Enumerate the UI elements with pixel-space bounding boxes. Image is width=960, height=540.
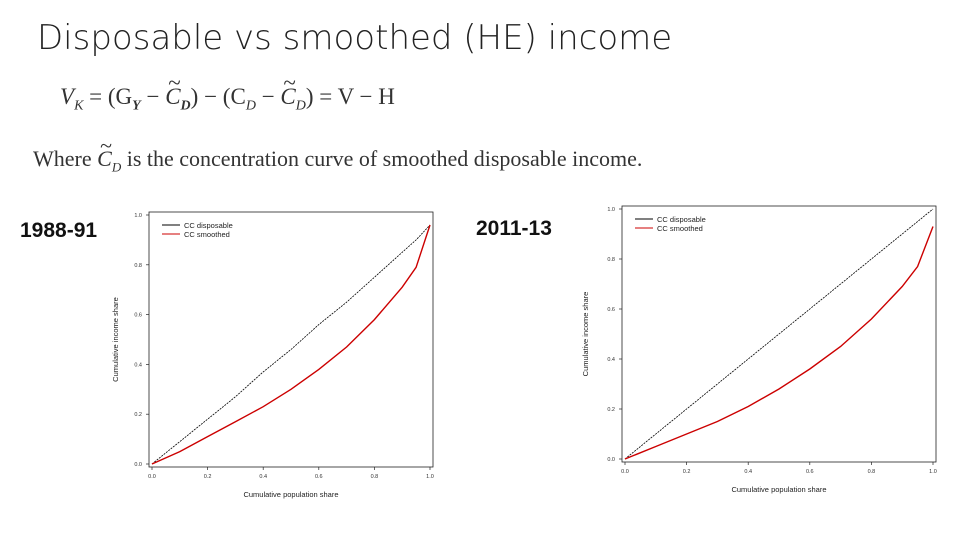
y-tick-label: 1.0 — [607, 207, 615, 213]
y-tick-label: 0.6 — [134, 313, 142, 319]
legend-label: CC smoothed — [184, 230, 230, 239]
formula-c-2: C — [280, 84, 296, 109]
plot-frame — [148, 211, 434, 468]
formula-gy-sub: Y — [132, 98, 141, 114]
x-tick-label: 0.6 — [315, 474, 323, 480]
formula-part3: ) − (C — [190, 84, 246, 109]
formula-d-sub-2: D — [245, 98, 256, 114]
x-tick-label: 0.0 — [148, 474, 156, 480]
c-tilde-1: ~ C — [165, 70, 181, 109]
period-label-2011-13: 2011-13 — [476, 217, 552, 240]
y-tick-label: 0.0 — [134, 462, 142, 468]
y-tick-label: 0.8 — [134, 263, 142, 269]
x-tick-label: 0.8 — [371, 474, 379, 480]
y-tick-label: 0.2 — [607, 407, 615, 413]
formula-c-1: C — [165, 84, 181, 109]
x-tick-label: 0.4 — [744, 469, 752, 475]
formula-rhs: = (G — [83, 84, 133, 109]
legend-label: CC disposable — [657, 215, 706, 224]
formula-d-sub-3: D — [295, 98, 306, 114]
legend-box — [158, 219, 248, 240]
x-axis-label: Cumulative population share — [731, 485, 826, 494]
legend-label: CC disposable — [184, 221, 233, 230]
formula-part2: − — [140, 84, 166, 109]
x-tick-label: 0.2 — [683, 469, 691, 475]
formula-lhs: V — [60, 84, 75, 109]
y-tick-label: 1.0 — [134, 213, 142, 219]
x-tick-label: 0.4 — [259, 474, 267, 480]
where-c: C — [97, 146, 112, 171]
y-tick-label: 0.0 — [607, 457, 615, 463]
slide-title: Disposable vs smoothed (HE) income — [37, 18, 673, 58]
period-label-1988-91: 1988-91 — [20, 219, 98, 242]
lorenz-chart-2011-13: 0.0 0.2 0.4 0.6 0.8 1.0 0.0 0.2 0.4 0.6 0.8 1.0 Cumu… — [581, 205, 937, 494]
where-prefix: Where — [33, 146, 98, 171]
where-text: Where ~ CD is the concentration curve of … — [33, 133, 643, 175]
c-tilde-2: ~ C — [280, 70, 296, 109]
x-tick-label: 0.6 — [806, 469, 814, 475]
series-line-cc-disposable — [151, 224, 431, 465]
c-tilde-3: ~ C — [97, 133, 113, 171]
where-suffix: is the concentration curve of smoothed d… — [121, 146, 643, 171]
series-line-cc-smoothed — [151, 224, 431, 465]
y-tick-label: 0.2 — [134, 412, 142, 418]
legend-label: CC smoothed — [657, 224, 703, 233]
y-axis-label: Cumulative income share — [111, 297, 120, 382]
x-tick-label: 0.8 — [868, 469, 876, 475]
x-tick-label: 1.0 — [426, 474, 434, 480]
formula-d-sub-1: D — [180, 98, 191, 114]
legend-box — [631, 213, 721, 234]
where-d-sub: D — [111, 159, 122, 175]
formula-part4: − — [255, 84, 281, 109]
y-tick-label: 0.8 — [607, 257, 615, 263]
formula-part5: ) = V − H — [305, 84, 395, 109]
x-tick-label: 0.2 — [204, 474, 212, 480]
formula-lhs-sub: K — [74, 98, 84, 114]
x-tick-label: 0.0 — [621, 469, 629, 475]
y-tick-label: 0.6 — [607, 307, 615, 313]
lorenz-chart-1988-91: 0.0 0.2 0.4 0.6 0.8 1.0 0.0 0.2 0.4 0.6 0.8 1.0 Cumu… — [111, 211, 434, 499]
y-tick-label: 0.4 — [134, 362, 142, 368]
x-axis-label: Cumulative population share — [243, 490, 338, 499]
formula: VK = (GY − ~ CD) − (CD − ~ CD) = V − H — [60, 70, 395, 115]
plot-frame — [621, 205, 937, 463]
x-tick-label: 1.0 — [929, 469, 937, 475]
y-tick-label: 0.4 — [607, 357, 615, 363]
y-axis-label: Cumulative income share — [581, 292, 590, 377]
series-line-cc-smoothed — [624, 226, 934, 460]
series-line-cc-disposable — [624, 208, 934, 460]
